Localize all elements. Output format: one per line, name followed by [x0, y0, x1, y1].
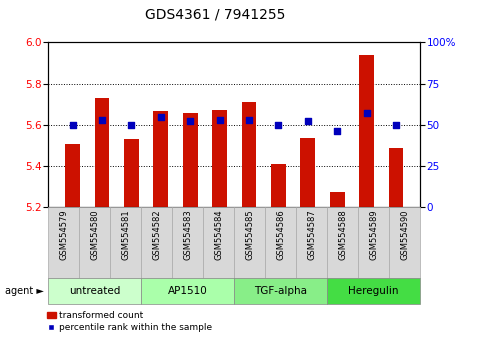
Text: GSM554587: GSM554587: [307, 209, 316, 260]
FancyBboxPatch shape: [141, 278, 234, 304]
Bar: [124, 139, 139, 207]
Text: GSM554586: GSM554586: [276, 209, 285, 260]
Text: GSM554589: GSM554589: [369, 209, 378, 260]
FancyBboxPatch shape: [110, 207, 141, 278]
Bar: [359, 55, 374, 207]
FancyBboxPatch shape: [79, 207, 110, 278]
Text: GSM554585: GSM554585: [245, 209, 254, 260]
Point: [363, 110, 370, 116]
Bar: [212, 110, 227, 207]
FancyBboxPatch shape: [265, 207, 296, 278]
FancyBboxPatch shape: [172, 207, 203, 278]
FancyBboxPatch shape: [389, 207, 420, 278]
Text: GDS4361 / 7941255: GDS4361 / 7941255: [145, 7, 285, 21]
Bar: [271, 164, 286, 207]
Text: GSM554582: GSM554582: [152, 209, 161, 260]
FancyBboxPatch shape: [234, 278, 327, 304]
Text: GSM554584: GSM554584: [214, 209, 223, 260]
Point: [274, 122, 282, 128]
FancyBboxPatch shape: [203, 207, 234, 278]
FancyBboxPatch shape: [48, 207, 79, 278]
FancyBboxPatch shape: [358, 207, 389, 278]
Bar: [95, 98, 109, 207]
Text: GSM554581: GSM554581: [121, 209, 130, 260]
Point: [69, 122, 76, 128]
Text: untreated: untreated: [69, 286, 120, 296]
Text: TGF-alpha: TGF-alpha: [254, 286, 307, 296]
Bar: [389, 148, 403, 207]
Bar: [183, 114, 198, 207]
Text: GSM554590: GSM554590: [400, 209, 409, 260]
Bar: [65, 144, 80, 207]
Point: [216, 117, 224, 123]
Bar: [242, 102, 256, 207]
Legend: transformed count, percentile rank within the sample: transformed count, percentile rank withi…: [43, 307, 216, 335]
Point: [392, 122, 400, 128]
Bar: [300, 138, 315, 207]
Point: [98, 117, 106, 123]
Text: GSM554579: GSM554579: [59, 209, 68, 260]
FancyBboxPatch shape: [141, 207, 172, 278]
Point: [304, 119, 312, 124]
FancyBboxPatch shape: [48, 278, 141, 304]
Point: [333, 129, 341, 134]
FancyBboxPatch shape: [234, 207, 265, 278]
FancyBboxPatch shape: [327, 278, 420, 304]
Point: [186, 119, 194, 124]
FancyBboxPatch shape: [296, 207, 327, 278]
Point: [128, 122, 135, 128]
FancyBboxPatch shape: [327, 207, 358, 278]
Bar: [330, 192, 344, 207]
Text: AP1510: AP1510: [168, 286, 208, 296]
Point: [245, 117, 253, 123]
Text: GSM554580: GSM554580: [90, 209, 99, 260]
Point: [157, 114, 165, 119]
Text: GSM554588: GSM554588: [338, 209, 347, 260]
Text: Heregulin: Heregulin: [348, 286, 399, 296]
Text: GSM554583: GSM554583: [183, 209, 192, 260]
Text: agent ►: agent ►: [5, 286, 43, 296]
Bar: [154, 112, 168, 207]
